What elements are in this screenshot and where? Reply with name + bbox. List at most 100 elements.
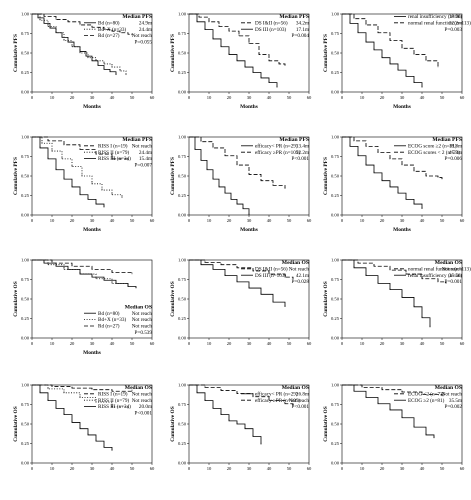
legend-median: Not reach <box>289 398 310 404</box>
x-tick-label: 20 <box>70 466 75 471</box>
x-axis-title: Months <box>83 227 101 233</box>
x-tick-label: 20 <box>70 341 75 346</box>
y-tick-label: 0.25 <box>21 70 30 75</box>
legend-title: Median OS <box>125 385 152 391</box>
legend-median: 35.5m <box>449 273 462 279</box>
legend-title: Median PFS <box>122 14 152 20</box>
p-value: P<0.001 <box>292 404 310 410</box>
y-tick-label: 0.50 <box>21 51 30 56</box>
y-tick-label: 0.25 <box>21 441 30 446</box>
legend-series-name: Bd (n=80) <box>98 19 120 26</box>
y-tick-label: 0.25 <box>331 193 340 198</box>
legend-title: Median OS <box>125 304 152 310</box>
y-tick-label: 0.00 <box>21 213 30 218</box>
p-value: P<0.001 <box>135 411 153 417</box>
y-tick-label: 0.50 <box>331 51 340 56</box>
x-tick-label: 60 <box>307 95 312 100</box>
km-curve-2 <box>189 136 286 189</box>
km-panel-2: 0 10 20 30 40 50 60 0.00 0.25 0.50 0.75 1.00 Cumulat… <box>170 12 312 110</box>
x-tick-label: 20 <box>380 466 385 471</box>
x-axis-title: Months <box>83 104 101 110</box>
x-tick-label: 40 <box>267 466 272 471</box>
y-tick-label: 0.50 <box>331 422 340 427</box>
y-tick-label: 0.00 <box>178 213 187 218</box>
x-tick-label: 0 <box>188 218 191 223</box>
km-panel-1: 0 10 20 30 40 50 60 0.00 0.25 0.50 0.75 1.00 Cumulat… <box>13 12 155 110</box>
km-panel-11: 0 10 20 30 40 50 60 0.00 0.25 0.50 0.75 1.00 Cumulat… <box>170 383 312 471</box>
legend-median: 20.0m <box>139 404 152 410</box>
p-value: P=0.002 <box>445 404 463 410</box>
y-tick-label: 0.00 <box>178 90 187 95</box>
x-tick-label: 30 <box>90 466 95 471</box>
x-tick-label: 30 <box>247 341 252 346</box>
y-tick-label: 1.00 <box>331 12 340 17</box>
x-tick-label: 30 <box>90 218 95 223</box>
y-tick-label: 1.00 <box>178 12 187 17</box>
legend-median: Not reach <box>132 398 153 404</box>
x-tick-label: 30 <box>400 218 405 223</box>
x-tick-label: 10 <box>360 341 365 346</box>
legend-median: 45.8m <box>449 150 462 156</box>
y-axis-title: Cumulative OS <box>13 281 19 317</box>
x-axis-title: Months <box>240 227 258 233</box>
km-curve-1 <box>189 384 262 445</box>
x-tick-label: 30 <box>400 341 405 346</box>
y-tick-label: 0.00 <box>178 336 187 341</box>
y-tick-label: 0.25 <box>331 70 340 75</box>
x-tick-label: 10 <box>207 95 212 100</box>
y-tick-label: 1.00 <box>178 383 187 388</box>
y-tick-label: 0.50 <box>178 51 187 56</box>
legend-title: Median PFS <box>432 137 462 143</box>
x-axis-title: Months <box>240 104 258 110</box>
y-axis-title: Cumulative OS <box>323 281 329 317</box>
km-panel-4: 0 10 20 30 40 50 60 0.00 0.25 0.50 0.75 1.00 Cumulat… <box>13 135 155 233</box>
y-tick-label: 0.00 <box>21 461 30 466</box>
legend-title: Median OS <box>435 385 462 391</box>
legend-series-name: normal renal function (n=113) <box>408 265 471 272</box>
y-tick-label: 0.00 <box>331 461 340 466</box>
legend-median: 24.9m <box>139 20 152 26</box>
x-tick-label: 20 <box>227 95 232 100</box>
p-value: P=0.539 <box>135 330 153 336</box>
legend-median: 32.2m <box>449 20 462 26</box>
legend-series-name: RISS II (n=79) <box>98 149 129 156</box>
x-tick-label: 0 <box>31 218 34 223</box>
legend-series-name: efficacy ≥PR (n=109) <box>255 149 300 156</box>
y-tick-label: 0.75 <box>21 154 30 159</box>
y-tick-label: 0.25 <box>178 316 187 321</box>
y-axis-title: Cumulative PFS <box>13 157 19 195</box>
y-axis-title: Cumulative OS <box>170 281 176 317</box>
legend-median: 24.4m <box>139 27 152 33</box>
y-tick-label: 0.00 <box>21 90 30 95</box>
x-tick-label: 60 <box>460 466 465 471</box>
y-tick-label: 0.00 <box>178 461 187 466</box>
legend-median: 26.8m <box>296 391 309 397</box>
legend-series-name: Bd+X (n=33) <box>98 316 126 323</box>
legend-series-name: Rd (n=27) <box>98 323 120 330</box>
legend-median: 35.5m <box>449 398 462 404</box>
y-tick-label: 1.00 <box>21 383 30 388</box>
y-tick-label: 0.75 <box>178 277 187 282</box>
x-tick-label: 30 <box>247 466 252 471</box>
x-tick-label: 50 <box>130 218 135 223</box>
p-value: P=0.028 <box>292 279 310 285</box>
y-tick-label: 0.00 <box>331 213 340 218</box>
y-tick-label: 1.00 <box>21 12 30 17</box>
x-tick-label: 20 <box>227 218 232 223</box>
x-tick-label: 40 <box>110 466 115 471</box>
legend-series-name: RISS I (n=19) <box>98 142 128 149</box>
y-tick-label: 1.00 <box>178 135 187 140</box>
x-tick-label: 50 <box>440 466 445 471</box>
legend-median: 42.1m <box>296 273 309 279</box>
y-tick-label: 0.00 <box>331 336 340 341</box>
p-value: P=0.004 <box>292 33 310 39</box>
x-tick-label: 60 <box>150 95 155 100</box>
legend-series-name: RISS III (n=34) <box>98 403 131 410</box>
